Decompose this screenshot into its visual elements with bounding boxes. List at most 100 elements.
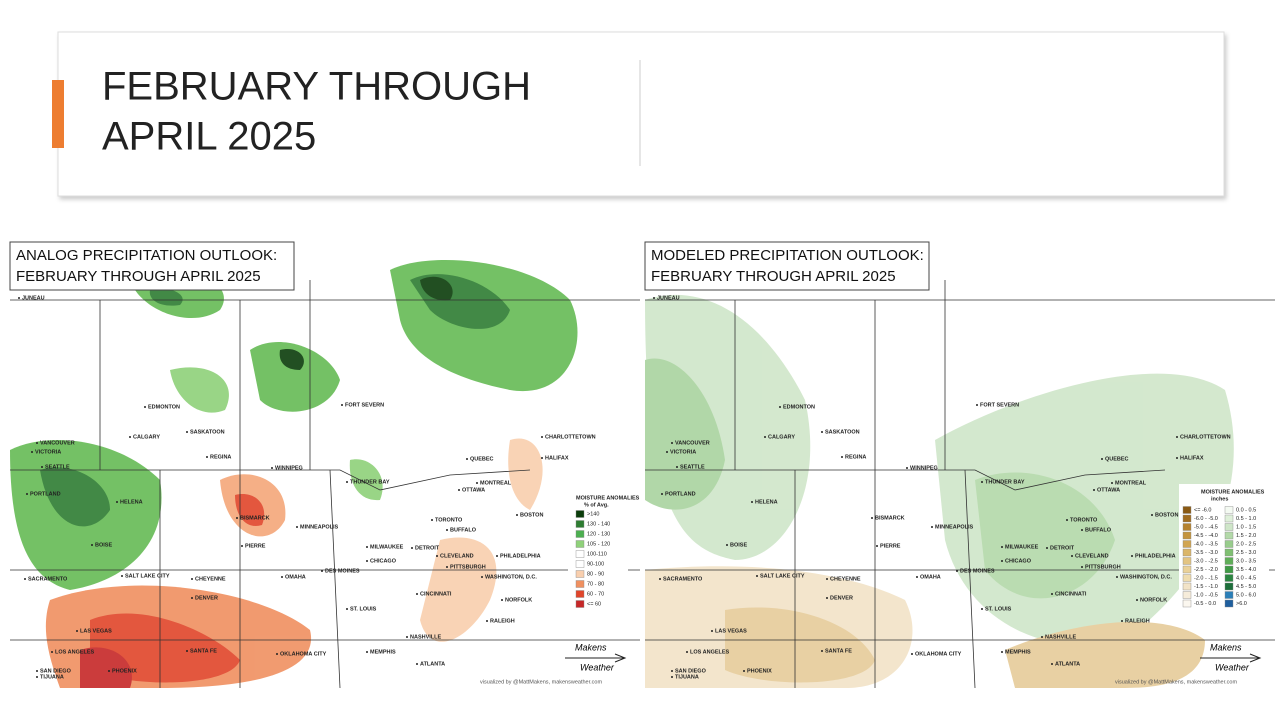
legend-swatch: [575, 590, 585, 598]
city-dot: [76, 630, 78, 632]
city-dot: [18, 297, 20, 299]
city-dot: [871, 517, 873, 519]
city-dot: [108, 670, 110, 672]
map-title: FEBRUARY THROUGH APRIL 2025: [16, 268, 261, 285]
city-dot: [191, 578, 193, 580]
city-dot: [366, 651, 368, 653]
city-dot: [541, 457, 543, 459]
map-title: FEBRUARY THROUGH APRIL 2025: [651, 268, 896, 285]
city-dot: [1041, 636, 1043, 638]
legend-swatch: [1182, 574, 1192, 582]
legend-label: 2.5 - 3.0: [1236, 550, 1256, 556]
city-label: NORFOLK: [505, 597, 532, 603]
city-dot: [346, 608, 348, 610]
city-label: FORT SEVERN: [345, 402, 384, 408]
legend-swatch: [1182, 548, 1192, 557]
city-label: DENVER: [830, 595, 853, 601]
city-dot: [653, 297, 655, 299]
slide-title: APRIL 2025: [102, 115, 316, 159]
city-label: OMAHA: [285, 574, 306, 580]
legend-swatch: [1224, 506, 1234, 514]
city-dot: [436, 555, 438, 557]
logo: Weather: [1215, 662, 1250, 672]
legend-label: 60 - 70: [587, 591, 604, 597]
logo: Makens: [1210, 642, 1242, 652]
city-label: ATLANTA: [1055, 661, 1080, 667]
city-dot: [1101, 458, 1103, 460]
city-label: TORONTO: [1070, 517, 1098, 523]
legend-swatch: [1224, 565, 1234, 574]
legend-swatch: [1182, 557, 1192, 565]
city-label: PHOENIX: [112, 668, 137, 674]
city-label: TIJUANA: [40, 674, 64, 680]
legend-swatch: [1182, 565, 1192, 574]
city-label: OMAHA: [920, 574, 941, 580]
legend-swatch: [1182, 506, 1192, 514]
logo-arrow: [1200, 653, 1262, 663]
city-dot: [764, 436, 766, 438]
city-label: EDMONTON: [783, 404, 815, 410]
city-dot: [91, 544, 93, 546]
city-label: SALT LAKE CITY: [760, 573, 805, 579]
city-label: SAN DIEGO: [675, 668, 707, 674]
logo-arrow: [565, 653, 627, 663]
legend-swatch: [575, 540, 585, 548]
city-dot: [1121, 620, 1123, 622]
city-dot: [446, 566, 448, 568]
legend-label: 70 - 80: [587, 581, 604, 587]
city-label: CHICAGO: [1005, 558, 1032, 564]
city-dot: [296, 526, 298, 528]
city-label: MINNEAPOLIS: [935, 524, 974, 530]
city-dot: [416, 593, 418, 595]
city-label: THUNDER BAY: [985, 479, 1025, 485]
city-label: BUFFALO: [450, 527, 477, 533]
legend-swatch: [1224, 523, 1234, 531]
credit: visualized by @MattMakens, makensweather…: [1115, 679, 1237, 685]
legend-swatch: [1182, 540, 1192, 548]
city-label: SANTA FE: [190, 648, 217, 654]
city-dot: [779, 406, 781, 408]
city-label: FORT SEVERN: [980, 402, 1019, 408]
city-label: VICTORIA: [670, 449, 696, 455]
city-dot: [726, 544, 728, 546]
city-dot: [1081, 529, 1083, 531]
city-label: WINNIPEG: [275, 465, 303, 471]
city-dot: [1151, 514, 1153, 516]
city-label: BISMARCK: [240, 515, 270, 521]
city-label: SACRAMENTO: [663, 576, 703, 582]
city-dot: [1116, 576, 1118, 578]
city-label: CINCINNATI: [1055, 591, 1087, 597]
city-dot: [31, 451, 33, 453]
city-dot: [956, 570, 958, 572]
legend-label: 90-100: [587, 561, 604, 567]
legend-label: <= -6.0: [1194, 507, 1211, 513]
city-label: LOS ANGELES: [690, 649, 730, 655]
city-dot: [676, 466, 678, 468]
city-dot: [906, 467, 908, 469]
city-dot: [976, 404, 978, 406]
city-dot: [671, 670, 673, 672]
legend-swatch: [575, 550, 585, 558]
city-label: LOS ANGELES: [55, 649, 95, 655]
city-dot: [1176, 457, 1178, 459]
city-dot: [516, 514, 518, 516]
city-dot: [826, 597, 828, 599]
logo: Weather: [580, 662, 615, 672]
city-dot: [191, 597, 193, 599]
city-label: MEMPHIS: [370, 649, 396, 655]
city-label: RALEIGH: [1125, 618, 1150, 624]
legend-label: >6.0: [1236, 601, 1247, 607]
city-label: SALT LAKE CITY: [125, 573, 170, 579]
city-dot: [186, 650, 188, 652]
legend-swatch: [1224, 514, 1234, 523]
city-dot: [751, 501, 753, 503]
legend-title: MOISTURE ANOMALIES: [1201, 489, 1265, 495]
city-dot: [241, 545, 243, 547]
city-dot: [431, 519, 433, 521]
legend-swatch: [1182, 514, 1192, 523]
legend-label: >140: [587, 511, 599, 517]
city-label: QUEBEC: [470, 456, 494, 462]
legend-swatch: [1182, 523, 1192, 531]
city-dot: [686, 651, 688, 653]
